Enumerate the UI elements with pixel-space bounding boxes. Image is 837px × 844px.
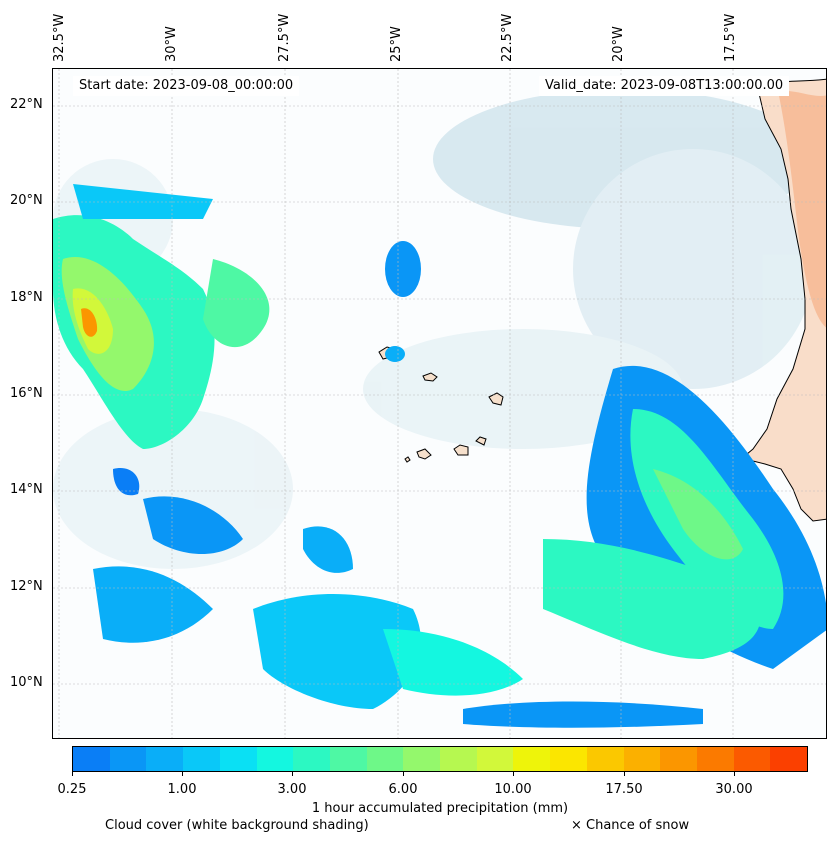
colorbar-segment: [403, 747, 441, 771]
lat-label: 22°N: [10, 97, 43, 112]
precipitation-colorbar: [72, 746, 808, 772]
colorbar-title: 1 hour accumulated precipitation (mm): [311, 801, 569, 816]
lon-label: 32.5°W: [52, 13, 67, 62]
colorbar-tick-label: 17.50: [605, 782, 643, 797]
colorbar-segment: [183, 747, 220, 771]
lon-label: 27.5°W: [277, 13, 292, 62]
colorbar-tick-label: 30.00: [715, 782, 753, 797]
cloud-cover-layer: [53, 89, 813, 569]
colorbar-segment: [366, 747, 404, 771]
snow-legend: × Chance of snow: [571, 818, 690, 833]
colorbar-segment: [146, 747, 184, 771]
colorbar-segment: [696, 747, 734, 771]
lon-label: 25°W: [389, 26, 404, 62]
lat-label: 14°N: [10, 482, 43, 497]
colorbar-segment: [733, 747, 771, 771]
colorbar-segment: [440, 747, 477, 771]
valid-date-label: Valid_date: 2023-09-08T13:00:00.00: [539, 76, 790, 96]
precipitation-layer: [53, 184, 826, 728]
lon-label: 17.5°W: [723, 13, 738, 62]
colorbar-segment: [293, 747, 330, 771]
lat-label: 10°N: [10, 675, 43, 690]
start-date-label: Start date: 2023-09-08_00:00:00: [73, 76, 300, 96]
colorbar-segment: [770, 747, 808, 771]
colorbar-segment: [623, 747, 661, 771]
colorbar-segment: [329, 747, 367, 771]
map-panel[interactable]: [52, 68, 827, 739]
cloud-cover-legend: Cloud cover (white background shading): [105, 818, 369, 833]
colorbar-segment: [109, 747, 147, 771]
colorbar-segment: [550, 747, 587, 771]
lat-label: 16°N: [10, 386, 43, 401]
colorbar-tick-label: 1.00: [167, 782, 197, 797]
colorbar-tick-label: 0.25: [57, 782, 87, 797]
colorbar-tick-label: 3.00: [277, 782, 307, 797]
colorbar-segment: [256, 747, 294, 771]
lon-label: 22.5°W: [500, 13, 515, 62]
colorbar-segment: [73, 747, 110, 771]
lon-label: 30°W: [164, 26, 179, 62]
colorbar-segment: [586, 747, 624, 771]
colorbar-segment: [513, 747, 551, 771]
graticule: [53, 69, 826, 738]
colorbar-segment: [219, 747, 257, 771]
lat-label: 12°N: [10, 579, 43, 594]
lat-label: 18°N: [10, 290, 43, 305]
colorbar-segment: [660, 747, 697, 771]
precipitation-map: [53, 69, 826, 738]
lat-label: 20°N: [10, 193, 43, 208]
colorbar-tick-label: 10.00: [494, 782, 532, 797]
colorbar-tick-label: 6.00: [388, 782, 418, 797]
colorbar-segment: [476, 747, 514, 771]
lon-label: 20°W: [611, 26, 626, 62]
